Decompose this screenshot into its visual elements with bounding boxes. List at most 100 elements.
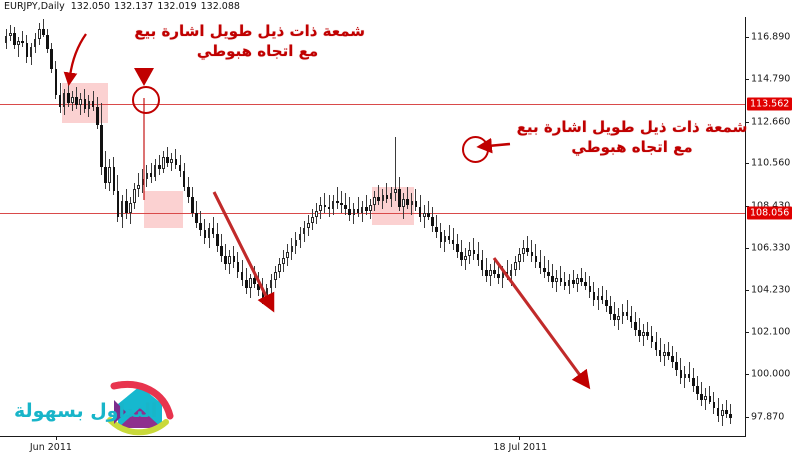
candle-body-bullish <box>389 192 393 199</box>
candle-body-bearish <box>646 332 649 337</box>
candle-body-bullish <box>373 196 376 205</box>
price-tick-label: 106.330 <box>751 242 791 254</box>
price-tick <box>746 289 749 291</box>
candle-wick <box>730 404 731 424</box>
candle-wick <box>340 190 342 213</box>
candle-body-bearish <box>493 270 496 275</box>
candle-body-bearish <box>654 342 658 351</box>
candle-body-bullish <box>4 35 8 43</box>
price-tick-label: 102.100 <box>751 326 791 338</box>
plot-area[interactable] <box>0 17 745 436</box>
annotation-2-line-2: مع اتجاه هبوطي <box>571 137 693 156</box>
candle-body-bearish <box>563 282 567 287</box>
candle-wick <box>175 148 177 169</box>
annotation-1-line-2: مع اتجاه هبوطي <box>196 41 319 60</box>
candle-wick <box>436 214 438 239</box>
price-axis[interactable]: 116.890 114.790 112.660 110.560 108.430 106.3… <box>746 17 792 436</box>
candle-body-bullish <box>596 296 600 301</box>
candle-body-bearish <box>609 306 612 315</box>
candle-body-bearish <box>75 96 78 105</box>
candle-wick <box>473 238 475 261</box>
candle-body-bullish <box>464 256 467 261</box>
candle-wick <box>415 188 417 211</box>
price-tick <box>746 205 749 207</box>
candle-body-bearish <box>253 278 256 285</box>
candle-wick <box>423 204 425 229</box>
candle-wick <box>336 186 338 209</box>
price-tick-label: 100.000 <box>751 368 791 380</box>
candle-body-bullish <box>576 278 579 285</box>
candle-body-bearish <box>220 246 223 257</box>
price-level-line-1[interactable] <box>0 103 745 105</box>
candle-wick <box>725 400 727 419</box>
candle-body-bearish <box>406 198 409 205</box>
candle-body-bearish <box>547 272 550 277</box>
candle-body-bullish <box>153 164 157 177</box>
candle-body-bearish <box>447 236 451 241</box>
candle-body-bearish <box>336 200 339 203</box>
candle-body-bearish <box>658 350 662 357</box>
candle-body-bullish <box>663 352 666 357</box>
candle-wick <box>407 186 409 209</box>
price-tick <box>746 332 749 334</box>
candle-wick <box>585 272 587 291</box>
candle-body-bearish <box>708 396 712 403</box>
candle-wick <box>709 386 711 405</box>
date-tick-label: Jun 2011 <box>29 442 72 453</box>
candle-wick <box>158 154 160 175</box>
candle-wick <box>212 216 214 239</box>
candle-body-bullish <box>509 270 513 277</box>
candle-body-bearish <box>244 280 248 289</box>
candle-body-bearish <box>240 272 244 281</box>
candle-body-bearish <box>460 252 463 261</box>
candle-wick <box>378 184 380 205</box>
highlight-zone-2 <box>144 190 183 229</box>
candle-wick <box>564 272 566 291</box>
price-level-label-2[interactable]: 108.056 <box>747 206 792 220</box>
candle-wick <box>345 192 347 215</box>
price-tick <box>746 163 749 165</box>
candle-body-bearish <box>418 206 422 217</box>
candle-body-bearish <box>365 206 368 211</box>
candle-body-bearish <box>91 100 95 107</box>
candle-wick <box>560 266 562 287</box>
candle-body-bearish <box>551 276 554 283</box>
price-level-line-2[interactable] <box>0 213 745 215</box>
candle-body-bullish <box>298 234 302 241</box>
candle-body-bullish <box>410 200 414 205</box>
candle-body-bullish <box>108 166 111 183</box>
candle-body-bearish <box>600 296 604 301</box>
candle-body-bearish <box>100 124 103 167</box>
candle-body-bullish <box>567 280 571 287</box>
candle-body-bearish <box>480 260 484 271</box>
price-tick-label: 114.790 <box>751 73 791 85</box>
candle-body-bearish <box>356 208 360 213</box>
candle-wick <box>547 260 549 283</box>
candle-body-bullish <box>319 204 323 211</box>
candle-body-bearish <box>174 158 178 165</box>
candle-body-bearish <box>629 316 633 323</box>
candle-body-bearish <box>435 226 438 233</box>
candle-wick <box>42 18 44 37</box>
open-value: 132.050 <box>70 1 111 12</box>
candle-body-bullish <box>381 194 385 201</box>
candle-body-bearish <box>112 166 116 191</box>
date-axis[interactable]: Jun 2011 18 Jul 2011 <box>0 437 746 463</box>
candle-body-bearish <box>199 222 202 231</box>
candle-body-bearish <box>124 200 128 213</box>
candle-body-bullish <box>331 200 335 209</box>
candle-body-bearish <box>327 206 331 209</box>
long-wick-signal-circle-2 <box>462 136 489 163</box>
candle-body-bearish <box>538 262 542 269</box>
candle-body-bullish <box>162 156 165 169</box>
price-level-label-1[interactable]: 113.562 <box>747 97 792 111</box>
chart-title-bar: EURJPY,Daily 132.050 132.137 132.019 132.088 <box>4 1 244 12</box>
price-axis-line <box>745 17 746 436</box>
candle-body-bearish <box>216 234 219 247</box>
candle-body-bearish <box>178 164 182 171</box>
candle-wick <box>254 266 256 289</box>
candle-wick <box>601 286 603 305</box>
candle-body-bullish <box>621 312 625 317</box>
candle-body-bearish <box>95 106 99 125</box>
